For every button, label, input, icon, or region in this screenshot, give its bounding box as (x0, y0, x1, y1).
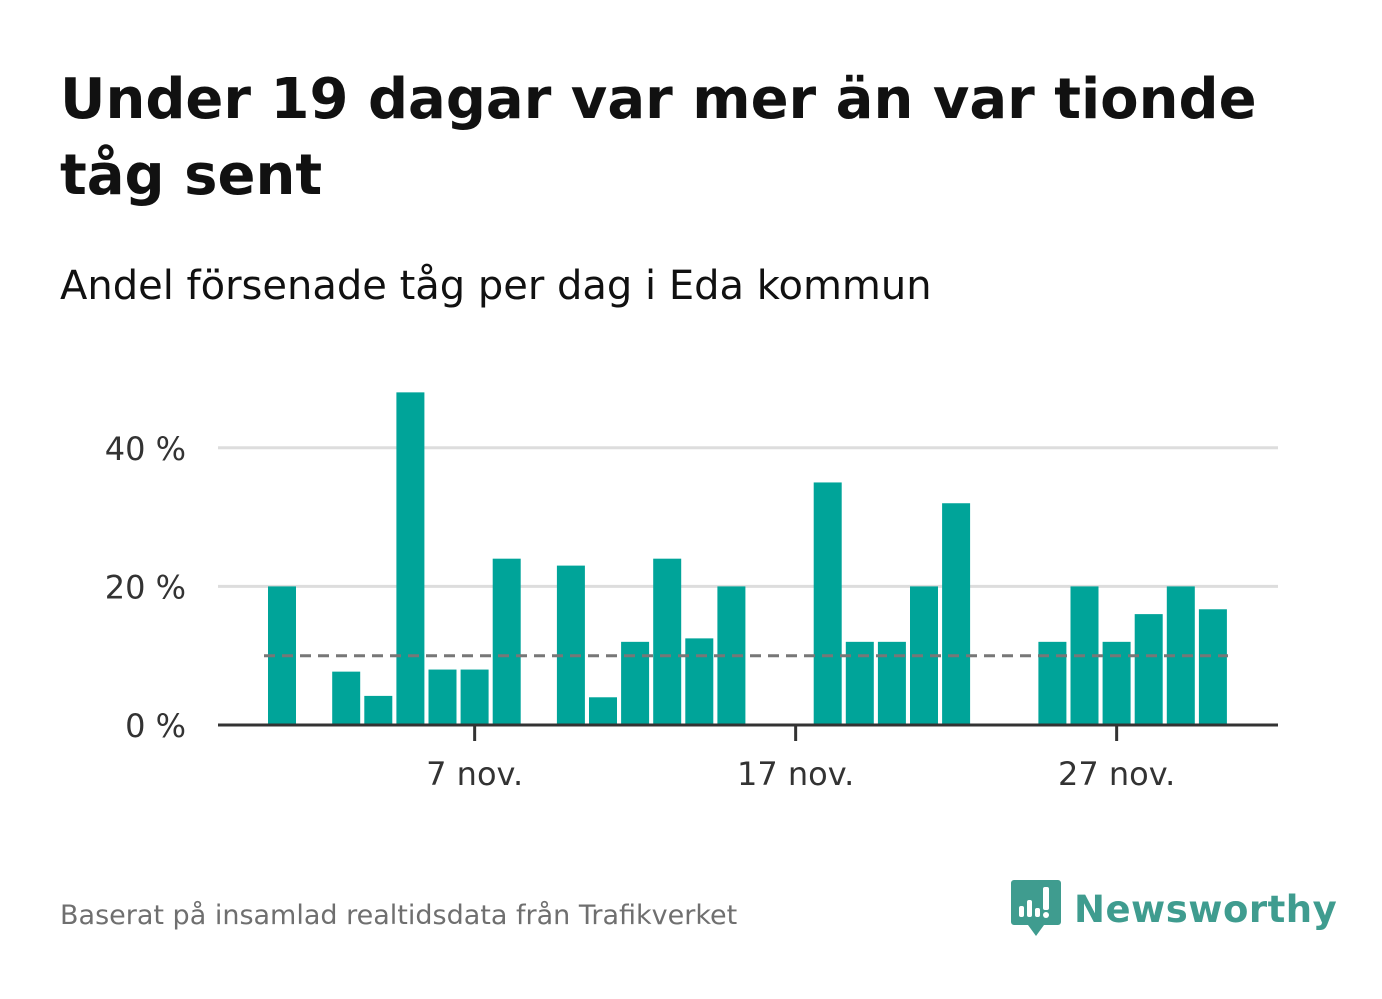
brand-name: Newsworthy (1074, 887, 1338, 931)
bar (332, 671, 361, 725)
bar (1134, 614, 1163, 725)
source-note: Baserat på insamlad realtidsdata från Tr… (60, 900, 738, 931)
bar (813, 482, 842, 725)
bar (653, 558, 682, 725)
bar (364, 695, 393, 725)
y-tick-label: 0 % (125, 707, 186, 745)
bar (556, 565, 585, 725)
bars (268, 392, 1227, 725)
bar (396, 392, 425, 725)
brand-logo[interactable]: Newsworthy (1010, 878, 1337, 940)
newsworthy-logo-icon (1011, 880, 1061, 936)
bar (428, 669, 457, 725)
x-tick-label: 7 nov. (426, 755, 523, 793)
bar (685, 638, 714, 725)
grid-lines (218, 446, 1278, 588)
bar (1198, 609, 1227, 725)
bar (460, 669, 489, 725)
x-tick-label: 17 nov. (737, 755, 854, 793)
bar (492, 558, 521, 725)
x-tick-label: 27 nov. (1058, 755, 1175, 793)
chart-subtitle: Andel försenade tåg per dag i Eda kommun (60, 263, 932, 309)
axes: 0 % 20 % 40 % 7 nov. 17 nov. 27 nov. (105, 430, 1278, 793)
chart-title: Under 19 dagar var mer än var tionde tåg… (60, 67, 1257, 208)
bar (942, 503, 971, 725)
y-tick-label: 40 % (105, 430, 186, 468)
bar (589, 697, 617, 725)
y-tick-label: 20 % (105, 568, 186, 606)
